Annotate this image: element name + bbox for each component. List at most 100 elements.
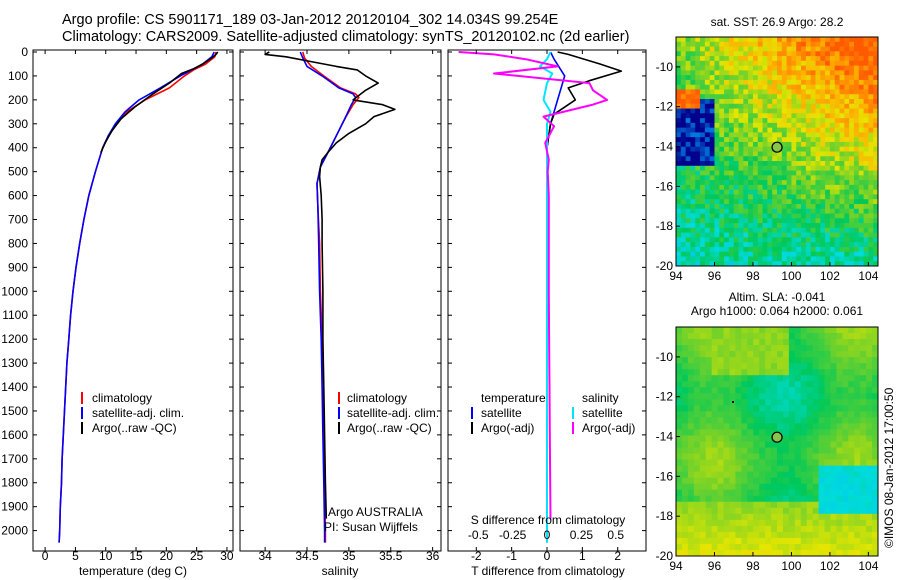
argo-country-note: Argo AUSTRALIA — [328, 505, 423, 519]
map-cell — [842, 507, 849, 515]
map-cell — [863, 122, 869, 129]
map-cell — [866, 471, 873, 479]
map-cell — [735, 435, 742, 443]
map-cell — [762, 37, 768, 43]
map-cell — [687, 357, 695, 364]
map-cell — [719, 165, 725, 172]
map-cell — [854, 447, 861, 455]
map-cell — [815, 141, 821, 148]
map-cell — [704, 184, 711, 191]
map-cell — [791, 213, 797, 219]
map-cell — [824, 531, 832, 539]
map-cell — [747, 447, 754, 455]
map-cell — [709, 99, 716, 105]
map-cell — [801, 46, 807, 52]
map-cell — [700, 256, 706, 262]
map-cell — [733, 218, 740, 224]
map-cell — [782, 471, 790, 479]
map-cell — [717, 501, 725, 509]
map-cell — [777, 369, 784, 376]
map-cell — [753, 375, 760, 382]
map-cell — [741, 417, 748, 425]
legend-satellite-label: satellite-adj. clim. — [92, 406, 184, 420]
map-cell — [806, 465, 814, 473]
map-cell — [690, 75, 696, 81]
map-cell — [796, 141, 802, 148]
map-cell — [772, 127, 778, 134]
map-cell — [717, 387, 725, 394]
map-cell — [733, 65, 740, 71]
map-cell — [872, 507, 878, 515]
map-cell — [699, 507, 707, 515]
argo-position-marker — [771, 141, 783, 153]
map-cell — [733, 56, 740, 62]
map-cell — [868, 251, 874, 258]
map-cell — [829, 165, 836, 172]
map-cell — [824, 363, 832, 370]
map-cell — [872, 543, 878, 551]
map-cell — [743, 261, 749, 266]
map-cell — [738, 122, 744, 129]
map-cell — [714, 132, 720, 138]
map-cell — [772, 156, 778, 162]
map-cell — [762, 261, 768, 266]
map-cell — [818, 351, 826, 358]
map-cell — [748, 227, 754, 234]
map-cell — [839, 170, 845, 176]
map-cell — [782, 411, 790, 418]
map-cell — [836, 411, 843, 418]
map-cell — [676, 56, 682, 62]
map-cell — [820, 261, 826, 266]
map-cell — [858, 89, 865, 95]
map-cell — [762, 208, 768, 215]
map-cell — [714, 203, 720, 210]
map-cell — [728, 56, 735, 62]
map-cell — [805, 46, 812, 52]
map-cell — [690, 70, 696, 76]
map-cell — [805, 56, 812, 62]
map-cell — [834, 113, 841, 119]
map-cell — [748, 180, 754, 186]
lat-tick-label: -20 — [656, 259, 674, 273]
map-cell — [812, 477, 820, 485]
map-cell — [825, 218, 831, 224]
map-cell — [812, 459, 820, 467]
map-cell — [753, 525, 760, 533]
map-cell — [680, 118, 687, 124]
map-cell — [738, 60, 744, 67]
map-cell — [777, 237, 783, 243]
map-cell — [818, 399, 826, 406]
map-cell — [772, 161, 778, 167]
depth-tick-label: 1500 — [1, 404, 28, 418]
map-cell — [687, 483, 695, 491]
map-cell — [848, 501, 855, 509]
map-cell — [680, 108, 687, 114]
map-cell — [680, 227, 687, 234]
map-cell — [717, 369, 725, 376]
map-cell — [800, 357, 808, 364]
map-cell — [794, 471, 802, 479]
map-cell — [714, 232, 720, 238]
map-cell — [805, 232, 812, 238]
lat-tick-label: -14 — [656, 430, 674, 444]
map-cell — [709, 256, 716, 262]
map-cell — [836, 435, 843, 443]
map-cell — [806, 393, 814, 400]
map-cell — [762, 141, 768, 148]
map-cell — [839, 246, 845, 253]
map-cell — [796, 251, 802, 258]
map-cell — [777, 345, 784, 352]
map-cell — [825, 37, 831, 43]
map-cell — [829, 141, 836, 148]
map-cell — [801, 208, 807, 215]
map-cell — [724, 84, 730, 91]
map-cell — [704, 246, 711, 253]
map-cell — [800, 435, 808, 443]
map-cell — [848, 495, 855, 503]
map-cell — [733, 103, 740, 110]
map-cell — [771, 543, 778, 551]
map-cell — [771, 369, 778, 376]
map-cell — [873, 184, 878, 191]
map-cell — [687, 453, 695, 461]
map-cell — [781, 84, 788, 91]
